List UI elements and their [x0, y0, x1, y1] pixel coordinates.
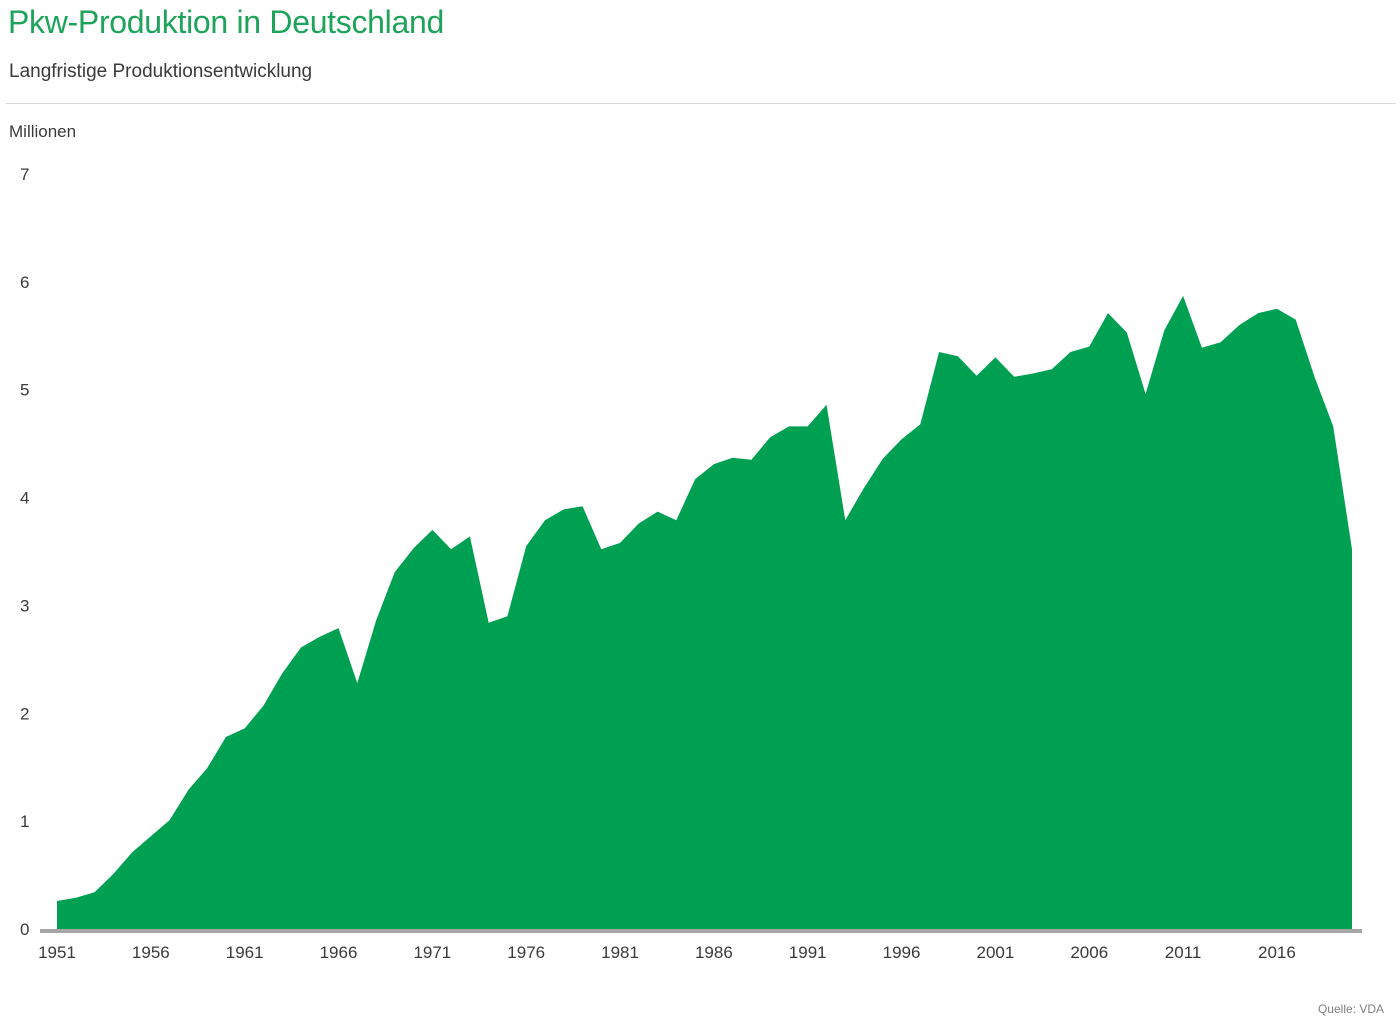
x-tick-label: 1996 [883, 943, 921, 962]
x-tick-label: 1971 [413, 943, 451, 962]
x-tick-label: 1981 [601, 943, 639, 962]
y-tick-label: 3 [20, 596, 29, 615]
x-tick-label: 2006 [1070, 943, 1108, 962]
y-axis-ticks: 0 1 2 3 4 5 6 7 [20, 165, 29, 939]
y-axis-unit-label: Millionen [9, 122, 77, 141]
area-layer [57, 295, 1352, 929]
y-tick-label: 4 [20, 489, 29, 508]
header-divider [6, 103, 1396, 104]
y-tick-label: 1 [20, 812, 29, 831]
x-tick-label: 2001 [976, 943, 1014, 962]
y-tick-label: 5 [20, 381, 29, 400]
production-area [57, 295, 1352, 929]
x-tick-label: 1991 [789, 943, 827, 962]
x-tick-label: 1956 [132, 943, 170, 962]
x-tick-label: 1986 [695, 943, 733, 962]
source-note: Quelle: VDA [1317, 1002, 1384, 1016]
x-tick-label: 2011 [1165, 943, 1202, 962]
x-tick-label: 1961 [226, 943, 264, 962]
y-tick-label: 0 [20, 920, 29, 939]
chart-title: Pkw-Produktion in Deutschland [8, 4, 444, 40]
y-tick-label: 2 [20, 704, 29, 723]
x-tick-label: 1951 [38, 943, 76, 962]
x-tick-label: 2016 [1258, 943, 1296, 962]
x-tick-label: 1976 [507, 943, 545, 962]
x-axis-ticks: 1951 1956 1961 1966 1971 1976 1981 1986 1991 1996… [38, 943, 1296, 962]
x-tick-label: 1966 [320, 943, 358, 962]
y-tick-label: 6 [20, 273, 29, 292]
y-tick-label: 7 [20, 165, 29, 184]
chart-subtitle: Langfristige Produktionsentwicklung [9, 61, 313, 82]
